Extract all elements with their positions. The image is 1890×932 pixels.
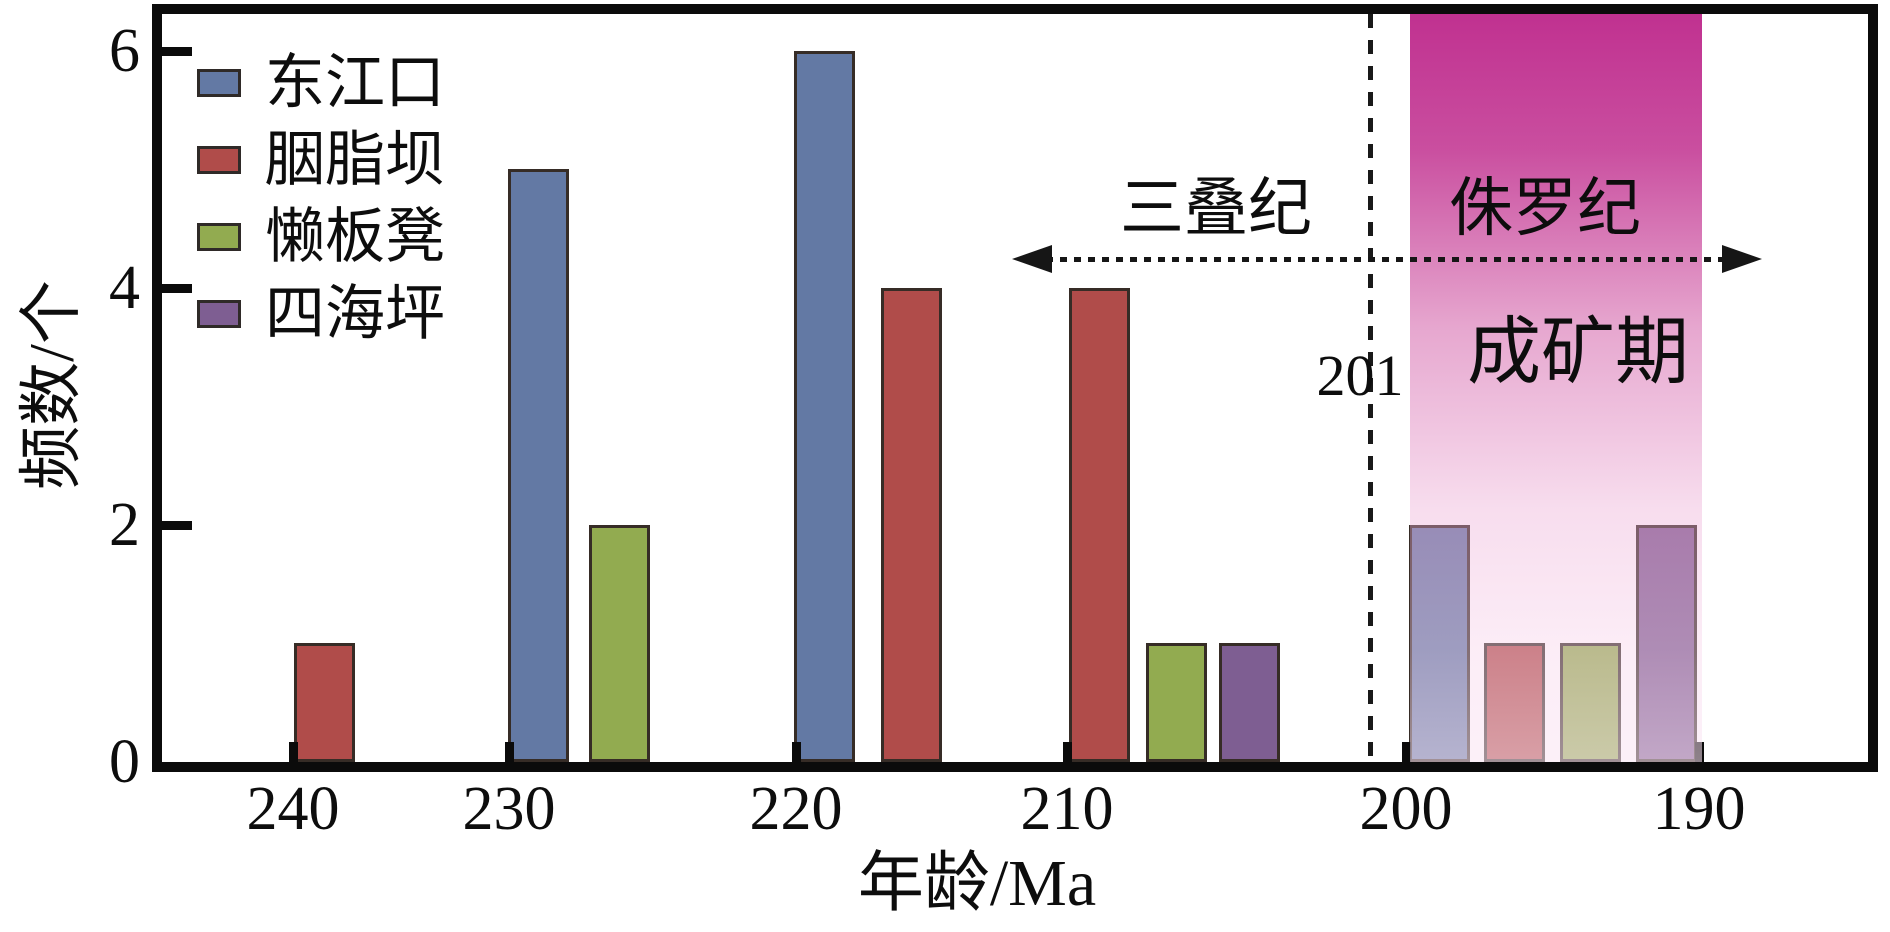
arrowhead-right-icon bbox=[1722, 245, 1762, 273]
y-axis-tick bbox=[162, 47, 192, 56]
jurassic-era-label: 侏罗纪 bbox=[1449, 173, 1641, 244]
y-axis-tick-label: 6 bbox=[109, 17, 140, 85]
x-axis-tick-label: 210 bbox=[1020, 775, 1114, 843]
x-axis-tick-label: 230 bbox=[462, 775, 556, 843]
histogram-bar bbox=[294, 643, 355, 762]
legend-item: 胭脂坝 bbox=[197, 125, 445, 195]
x-axis-tick bbox=[505, 742, 514, 762]
histogram-bar bbox=[1560, 643, 1621, 762]
x-axis-tick-label: 220 bbox=[749, 775, 843, 843]
legend-swatch-icon bbox=[197, 223, 241, 251]
histogram-bar bbox=[508, 169, 569, 762]
x-axis-title: 年龄/Ma bbox=[857, 847, 1097, 920]
histogram-bar bbox=[1146, 643, 1207, 762]
legend-item-label: 懒板凳 bbox=[265, 204, 445, 270]
arrowhead-left-icon bbox=[1012, 245, 1052, 273]
boundary-dashed-line bbox=[1368, 14, 1373, 762]
y-axis-tick-label: 0 bbox=[109, 728, 140, 796]
legend-swatch-icon bbox=[197, 69, 241, 97]
era-span-arrow-line bbox=[1046, 257, 1722, 262]
triassic-era-label: 三叠纪 bbox=[1120, 173, 1312, 244]
x-axis-tick-label: 190 bbox=[1652, 775, 1746, 843]
x-axis-tick bbox=[1402, 742, 1411, 762]
x-axis-tick bbox=[1063, 742, 1072, 762]
legend-item-label: 东江口 bbox=[265, 50, 445, 116]
histogram-bar bbox=[589, 525, 650, 762]
legend-item: 四海坪 bbox=[197, 279, 445, 349]
histogram-bar bbox=[881, 288, 942, 762]
x-axis-tick bbox=[792, 742, 801, 762]
x-axis-tick-label: 200 bbox=[1359, 775, 1453, 843]
legend-swatch-icon bbox=[197, 146, 241, 174]
plot-frame bbox=[152, 4, 1878, 772]
mineralization-period-label: 成矿期 bbox=[1467, 312, 1689, 394]
x-axis-tick bbox=[1695, 742, 1704, 762]
y-axis-tick-label: 4 bbox=[109, 254, 140, 322]
histogram-bar bbox=[1219, 643, 1280, 762]
boundary-age-label: 201 bbox=[1316, 343, 1404, 408]
histogram-bar bbox=[1484, 643, 1545, 762]
x-axis-tick bbox=[289, 742, 298, 762]
y-axis-tick-label: 2 bbox=[109, 491, 140, 559]
y-axis-tick bbox=[162, 521, 192, 530]
legend-item-label: 胭脂坝 bbox=[265, 127, 445, 193]
legend-item: 懒板凳 bbox=[197, 202, 445, 272]
histogram-bar bbox=[1069, 288, 1130, 762]
legend-item: 东江口 bbox=[197, 48, 445, 118]
histogram-bar bbox=[1409, 525, 1470, 762]
histogram-bar bbox=[1636, 525, 1697, 762]
legend-swatch-icon bbox=[197, 300, 241, 328]
y-axis-tick bbox=[162, 284, 192, 293]
legend-item-label: 四海坪 bbox=[265, 281, 445, 347]
histogram-bar bbox=[794, 51, 855, 762]
x-axis-tick-label: 240 bbox=[246, 775, 340, 843]
